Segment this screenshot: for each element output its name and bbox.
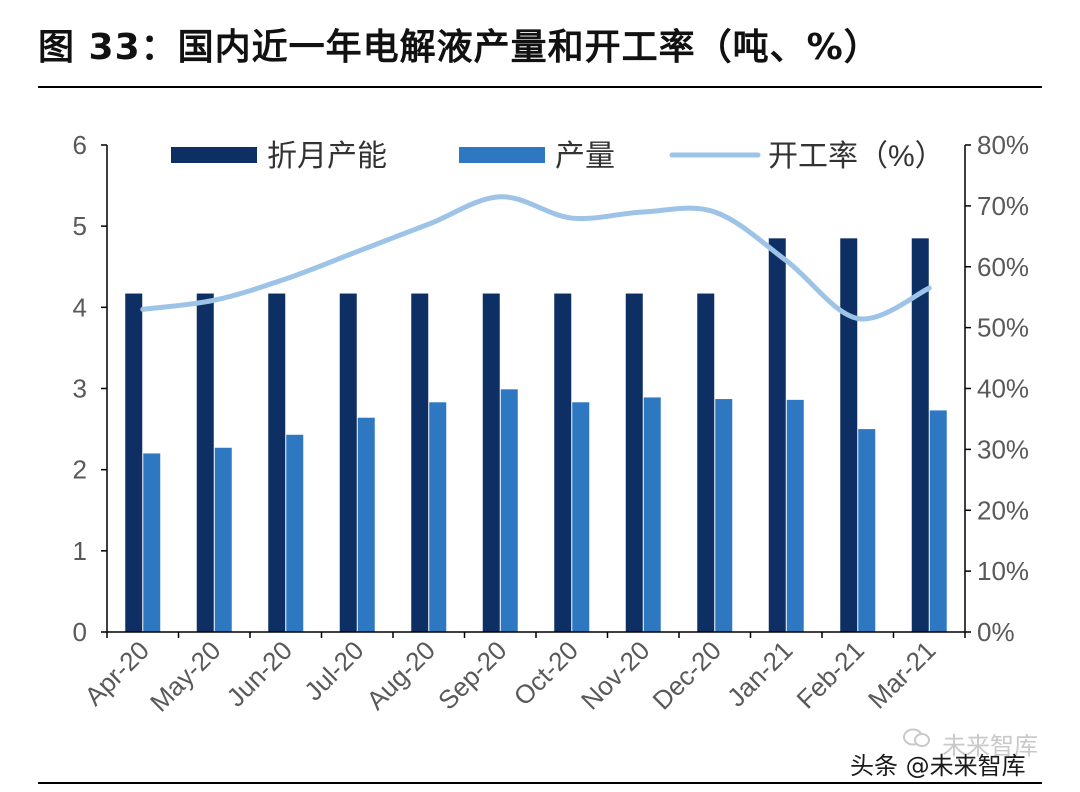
legend-label-utilization: 开工率（%） — [768, 140, 945, 173]
bar-production-Aug-20 — [429, 402, 447, 632]
left-tick-label: 4 — [73, 292, 87, 322]
x-tick-label: Sep-20 — [432, 635, 512, 715]
watermark-line1: 未来智库 — [942, 732, 1038, 760]
right-tick-label: 70% — [977, 191, 1029, 221]
right-tick-label: 60% — [977, 252, 1029, 282]
legend: 折月产能 产量 开工率（%） — [171, 140, 945, 173]
bar-production-Apr-20 — [143, 453, 161, 632]
bar-capacity-Jul-20 — [339, 293, 357, 632]
left-tick-label: 5 — [73, 211, 87, 241]
line-layer — [140, 194, 932, 322]
x-tick-label: Apr-20 — [79, 635, 155, 711]
left-tick-label: 6 — [73, 130, 87, 160]
legend-swatch-production — [459, 147, 545, 163]
bar-production-Feb-21 — [858, 429, 876, 632]
right-tick-label: 20% — [977, 495, 1029, 525]
bar-production-Sep-20 — [500, 389, 518, 632]
bar-capacity-Mar-21 — [911, 238, 929, 632]
legend-label-production: 产量 — [555, 140, 615, 173]
bars-layer — [125, 238, 947, 632]
bar-production-Jul-20 — [357, 417, 375, 632]
left-tick-label: 2 — [73, 455, 87, 485]
bottom-rule — [38, 782, 1042, 784]
left-tick-label: 0 — [73, 617, 87, 647]
left-tick-label: 3 — [73, 374, 87, 404]
bar-capacity-Apr-20 — [125, 293, 143, 632]
bar-production-Oct-20 — [572, 402, 590, 632]
x-tick-label: Nov-20 — [575, 635, 655, 715]
bar-production-Jan-21 — [786, 399, 804, 632]
right-tick-label: 30% — [977, 434, 1029, 464]
title-rule — [38, 86, 1042, 88]
bar-production-Jun-20 — [286, 434, 304, 632]
x-tick-label: Dec-20 — [647, 635, 727, 715]
x-tick-label: May-20 — [144, 635, 227, 718]
bar-capacity-Jan-21 — [768, 238, 786, 632]
x-tick-label: Aug-20 — [360, 635, 440, 715]
x-tick-label: Jul-20 — [298, 635, 369, 706]
wechat-icon — [903, 728, 930, 747]
bar-capacity-Aug-20 — [411, 293, 429, 632]
bar-capacity-Jun-20 — [268, 293, 286, 632]
bar-capacity-Nov-20 — [625, 293, 643, 632]
left-tick-label: 1 — [73, 536, 87, 566]
bar-production-Mar-21 — [929, 410, 947, 632]
legend-swatch-capacity — [171, 147, 257, 163]
x-tick-label: Oct-20 — [508, 635, 584, 711]
legend-label-capacity: 折月产能 — [267, 140, 387, 173]
right-tick-label: 50% — [977, 313, 1029, 343]
bar-capacity-Sep-20 — [482, 293, 500, 632]
line-utilization — [140, 194, 932, 322]
right-tick-label: 80% — [977, 130, 1029, 160]
bar-capacity-Feb-21 — [840, 238, 858, 632]
right-tick-label: 0% — [977, 617, 1015, 647]
bar-production-May-20 — [214, 447, 232, 632]
bar-production-Dec-20 — [715, 399, 733, 632]
watermark-line2: 头条 @未来智库 — [850, 752, 1026, 780]
x-tick-label: Feb-21 — [791, 635, 870, 714]
bar-capacity-Oct-20 — [554, 293, 572, 632]
x-tick-label: Mar-21 — [862, 635, 941, 714]
x-tick-label: Jan-21 — [721, 635, 798, 712]
bar-capacity-May-20 — [196, 293, 214, 632]
right-tick-label: 10% — [977, 556, 1029, 586]
right-tick-label: 40% — [977, 374, 1029, 404]
bar-production-Nov-20 — [643, 397, 661, 632]
x-tick-label: Jun-20 — [221, 635, 298, 712]
figure-title: 图 33：国内近一年电解液产量和开工率（吨、%） — [38, 27, 881, 68]
bar-capacity-Dec-20 — [697, 293, 715, 632]
